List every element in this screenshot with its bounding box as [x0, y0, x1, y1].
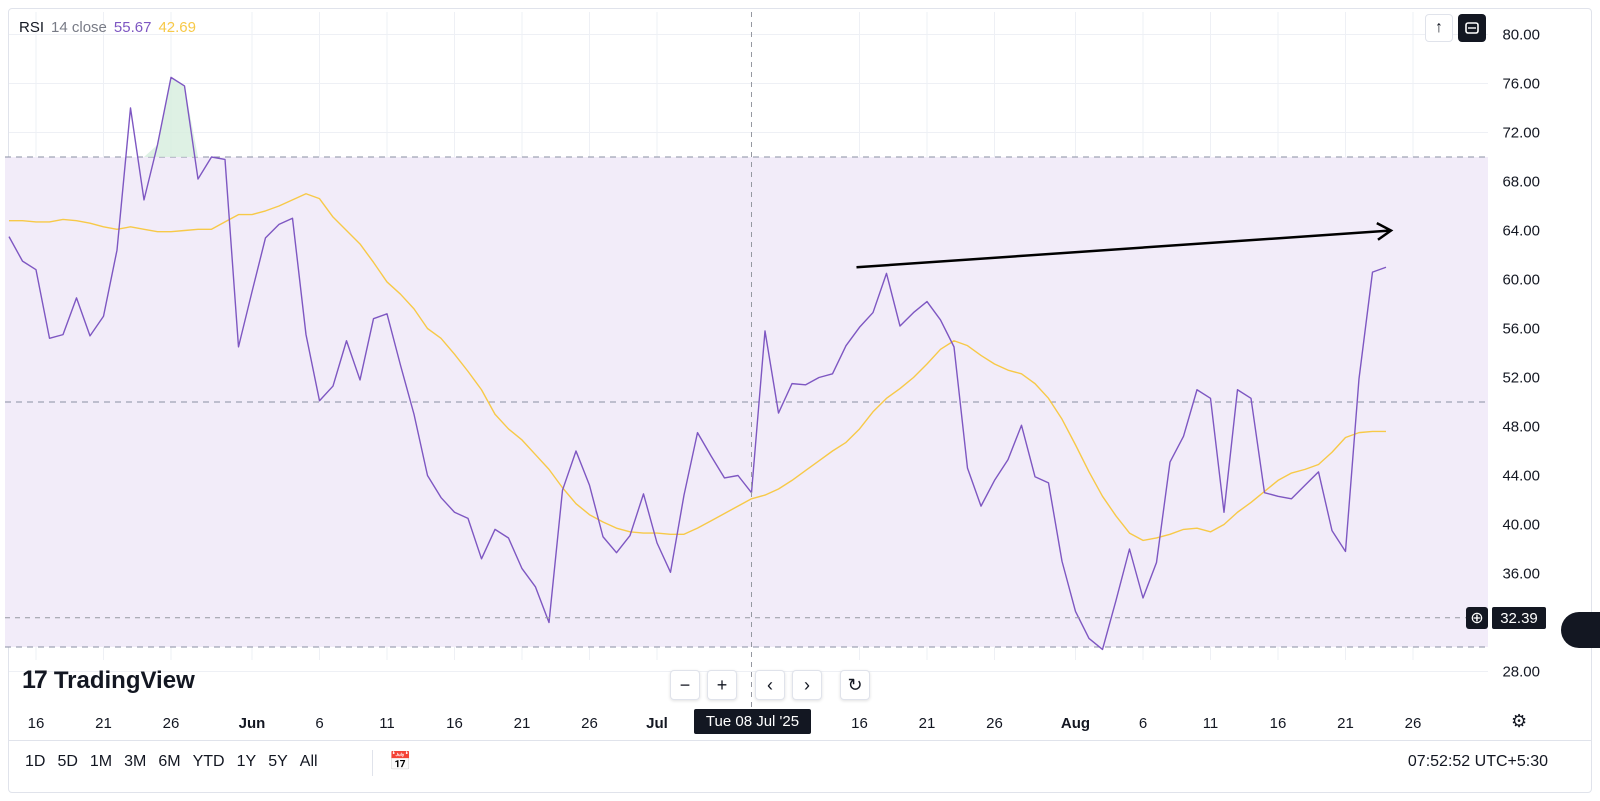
crosshair-price-label: 32.39	[1492, 607, 1546, 629]
y-tick-label: 48.00	[1502, 419, 1540, 436]
x-tick-label: 21	[919, 715, 936, 732]
series	[8, 76, 1387, 651]
plus-icon[interactable]: +	[707, 670, 737, 700]
x-tick-label: Aug	[1061, 715, 1090, 732]
fullscreen-icon[interactable]	[1458, 14, 1486, 42]
y-tick-label: 52.00	[1502, 370, 1540, 387]
range-buttons: 1D 5D 1M 3M 6M YTD 1Y 5Y All	[25, 753, 318, 771]
edge-handle[interactable]	[1561, 612, 1600, 648]
x-tick-label: Jul	[646, 715, 668, 732]
x-tick-label: 11	[1203, 715, 1219, 732]
annotations	[856, 221, 1394, 269]
range-button-3m[interactable]: 3M	[124, 753, 147, 770]
indicator-name: RSI	[19, 19, 45, 36]
range-button-6m[interactable]: 6M	[158, 753, 181, 770]
range-button-1y[interactable]: 1Y	[236, 753, 257, 770]
y-tick-label: 68.00	[1502, 174, 1540, 191]
y-tick-label: 80.00	[1502, 27, 1540, 44]
logo-text: TradingView	[53, 666, 195, 694]
x-tick-label: 6	[315, 715, 323, 732]
clock: 07:52:52 UTC+5:30	[1407, 753, 1548, 770]
indicator-params: 14 close	[51, 19, 107, 36]
x-tick-label: 26	[163, 715, 180, 732]
x-tick-label: 21	[1337, 715, 1354, 732]
y-axis: 80.00 76.00 72.00 68.00 64.00 60.00 56.00 52.00…	[1502, 27, 1540, 681]
range-button-1m[interactable]: 1M	[89, 753, 113, 770]
range-button-5y[interactable]: 5Y	[268, 753, 288, 770]
range-button-all[interactable]: All	[299, 753, 318, 770]
tv-mark-icon: 17	[22, 666, 48, 694]
range-button-5d[interactable]: 5D	[57, 753, 78, 770]
y-tick-label: 40.00	[1502, 517, 1540, 534]
bottom-toolbar: 1D 5D 1M 3M 6M YTD 1Y 5Y All 📅 07:52:52 UTC+5:30	[8, 740, 1592, 785]
y-tick-label: 44.00	[1502, 468, 1540, 485]
y-tick-label: 76.00	[1502, 76, 1540, 93]
gear-icon[interactable]: ⚙	[1511, 711, 1528, 731]
y-tick-label: 56.00	[1502, 321, 1540, 338]
x-tick-label: 26	[986, 715, 1003, 732]
rsi-band	[5, 156, 1488, 648]
range-button-ytd[interactable]: YTD	[192, 753, 225, 770]
y-tick-label: 60.00	[1502, 272, 1540, 289]
y-tick-label: 36.00	[1502, 566, 1540, 583]
x-axis: 16 21 26 Jun 6 11 16 21 26 Jul 16 21 26 Aug 6 11 16 21 26	[28, 715, 1422, 732]
y-tick-label: 72.00	[1502, 125, 1540, 142]
chevron-left-icon[interactable]: ‹	[755, 670, 785, 700]
indicator-legend[interactable]: RSI 14 close 55.67 42.69	[19, 19, 196, 36]
crosshair	[5, 12, 1488, 708]
chevron-right-icon[interactable]: ›	[792, 670, 822, 700]
x-tick-label: Jun	[239, 715, 266, 732]
toolbar-divider	[372, 750, 373, 776]
plus-circle-icon[interactable]: ⊕	[1466, 607, 1488, 629]
arrow-up-icon[interactable]: ↑	[1425, 14, 1453, 42]
y-tick-label: 28.00	[1502, 664, 1540, 681]
x-tick-label: 16	[1270, 715, 1287, 732]
rsi-value: 55.67	[113, 19, 152, 36]
tradingview-logo: 17 TradingView	[22, 666, 195, 695]
x-tick-label: 21	[95, 715, 112, 732]
x-tick-label: 16	[28, 715, 45, 732]
x-tick-label: 11	[379, 715, 395, 732]
x-tick-label: 16	[446, 715, 463, 732]
overbought-fill	[144, 77, 225, 157]
x-tick-label: 26	[581, 715, 598, 732]
crosshair-date-label: Tue 08 Jul '25	[694, 709, 811, 734]
x-tick-label: 21	[514, 715, 531, 732]
trend-arrow-head	[1376, 221, 1394, 241]
x-tick-label: 6	[1139, 715, 1147, 732]
reset-icon[interactable]: ↻	[840, 670, 870, 700]
calendar-goto-icon[interactable]: 📅	[389, 751, 412, 771]
range-button-1d[interactable]: 1D	[25, 753, 46, 770]
minus-icon[interactable]: −	[670, 670, 700, 700]
y-tick-label: 64.00	[1502, 223, 1540, 240]
x-tick-label: 16	[851, 715, 868, 732]
trend-arrow-line	[856, 229, 1392, 269]
x-tick-label: 26	[1405, 715, 1422, 732]
ma-value: 42.69	[158, 19, 196, 36]
